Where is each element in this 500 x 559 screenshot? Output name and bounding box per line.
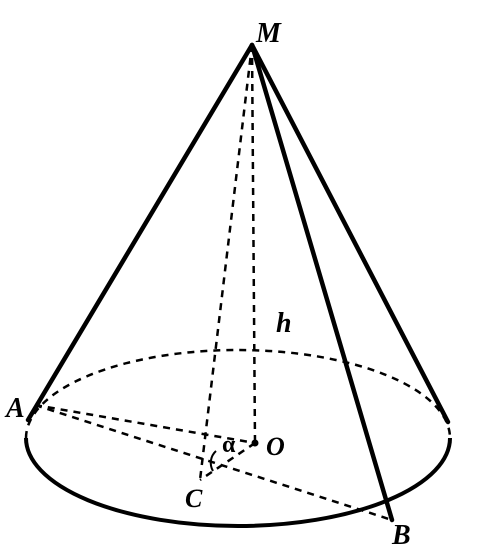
label-C: C <box>185 484 202 514</box>
center-dot-O <box>252 440 259 447</box>
label-A: A <box>6 393 25 425</box>
line-AB <box>35 405 392 520</box>
slant-right <box>252 45 448 422</box>
cone-diagram <box>0 0 500 559</box>
base-ellipse-back <box>26 350 450 438</box>
angle-arc-alpha <box>211 451 216 471</box>
label-alpha: α <box>222 432 235 459</box>
line-MC <box>200 45 252 480</box>
slant-left <box>28 45 252 420</box>
label-O: O <box>266 432 285 462</box>
label-B: B <box>392 520 411 552</box>
line-MO <box>252 45 255 443</box>
base-ellipse-front <box>26 438 450 526</box>
label-M: M <box>256 18 281 50</box>
label-h: h <box>276 308 292 340</box>
